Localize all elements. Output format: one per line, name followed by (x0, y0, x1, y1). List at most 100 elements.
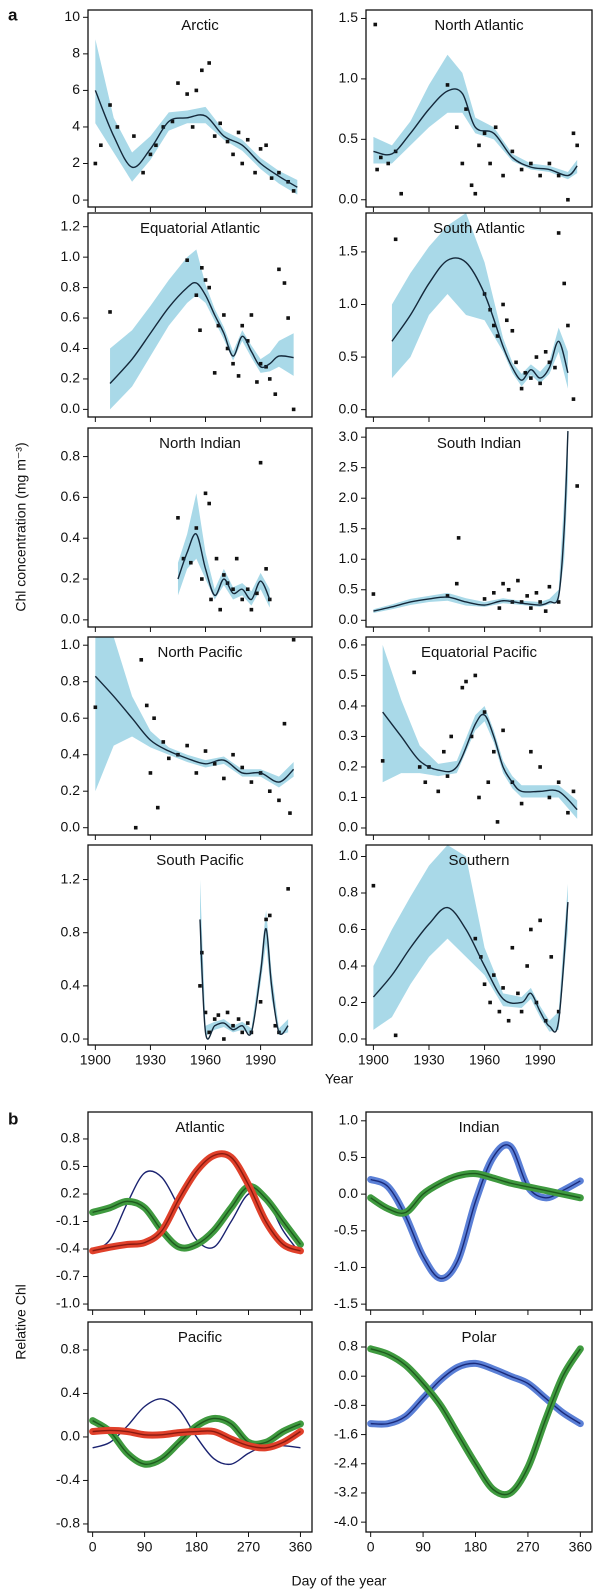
data-point (534, 355, 539, 359)
data-point (231, 587, 235, 592)
y-tick-label: 1.5 (339, 9, 359, 25)
curve (92, 1417, 301, 1466)
data-point (203, 278, 208, 282)
data-point (495, 820, 500, 824)
data-point (456, 536, 461, 540)
y-tick-label: 0.6 (339, 636, 359, 652)
data-point (534, 591, 539, 595)
data-point (99, 143, 103, 148)
plot-frame (365, 1321, 593, 1533)
curve (370, 1362, 581, 1425)
data-point (464, 679, 468, 684)
data-point (454, 125, 459, 130)
data-point (212, 1017, 217, 1021)
panel: 0.0 0.5 1.0 1.5 2.0 2.5 3.0 South Indian (339, 427, 593, 632)
data-point (506, 587, 511, 592)
x-tick-label: 1960 (469, 1052, 500, 1068)
data-point (203, 749, 208, 753)
data-point (176, 81, 180, 85)
data-point (575, 484, 579, 488)
y-tick-label: 0.6 (61, 488, 81, 504)
data-point (477, 795, 481, 800)
panel-title: Polar (461, 1329, 496, 1346)
data-point (510, 149, 515, 154)
data-point (519, 801, 524, 806)
data-point (556, 600, 561, 604)
data-point (277, 798, 281, 803)
data-point (282, 281, 287, 285)
data-point (519, 386, 524, 391)
confidence-band (391, 213, 568, 389)
data-point (115, 125, 120, 129)
data-point (454, 581, 459, 586)
data-point (222, 1037, 226, 1041)
data-point (144, 703, 149, 708)
data-point (538, 381, 542, 386)
data-point (231, 152, 235, 157)
plot-area (380, 644, 578, 824)
data-point (212, 134, 217, 138)
data-point (264, 567, 268, 571)
y-tick-label: 2.0 (339, 489, 359, 505)
data-point (529, 606, 533, 610)
data-point (386, 161, 391, 166)
data-point (222, 573, 226, 577)
data-point (547, 161, 552, 166)
curve (92, 1429, 301, 1449)
data-point (514, 360, 518, 365)
panel-title: North Atlantic (434, 17, 524, 34)
data-point (516, 991, 520, 996)
plot-frame (365, 844, 593, 1046)
data-point (200, 68, 204, 73)
data-point (393, 1033, 398, 1038)
x-tick-label: 0 (367, 1539, 375, 1555)
data-point (200, 577, 204, 581)
data-point (249, 780, 254, 784)
data-point (445, 774, 450, 778)
y-tick-label: 0.8 (339, 884, 359, 900)
confidence-band (110, 249, 294, 410)
y-tick-label: -1.0 (334, 1258, 358, 1274)
y-tick-label: 0.1 (339, 788, 359, 804)
data-point (538, 173, 542, 178)
data-point (148, 771, 153, 775)
y-tick-label: 0.8 (61, 923, 81, 939)
panel: 0.0 0.2 0.4 0.6 0.8 1.0 North Pacific (61, 636, 313, 840)
x-tick-label: 1930 (413, 1052, 444, 1068)
y-tick-label: 0.2 (61, 782, 81, 798)
data-point (258, 361, 263, 366)
x-tick-label: 90 (415, 1539, 431, 1555)
curve (370, 1348, 581, 1496)
plot-area (391, 213, 576, 401)
data-point (486, 780, 491, 785)
y-tick-label: 1.2 (61, 870, 81, 886)
x-axis-label: Day of the year (292, 1573, 387, 1589)
data-point (442, 749, 446, 754)
x-tick-label: 180 (464, 1539, 488, 1555)
data-point (523, 371, 528, 375)
data-point (288, 811, 292, 815)
data-point (108, 103, 112, 107)
data-point (236, 1017, 241, 1021)
data-point (245, 587, 250, 592)
y-tick-label: 0 (72, 191, 80, 207)
data-point (482, 131, 487, 136)
y-tick-label: -0.4 (56, 1240, 80, 1256)
data-point (245, 339, 250, 343)
data-point (155, 805, 160, 810)
data-point (152, 716, 156, 721)
x-tick-label: 90 (137, 1539, 153, 1555)
data-point (207, 61, 211, 65)
panel-title: North Indian (159, 435, 241, 452)
data-point (93, 705, 98, 710)
y-tick-label: 8 (72, 45, 80, 61)
y-tick-label: 0.6 (339, 920, 359, 936)
plot-area (93, 637, 296, 830)
data-point (575, 143, 579, 148)
data-point (198, 328, 202, 333)
panel: 0.0 0.1 0.2 0.3 0.4 0.5 0.6 Equatorial Pacific (339, 636, 593, 840)
y-tick-label: 0.5 (339, 130, 359, 146)
y-tick-label: 0.4 (61, 745, 81, 761)
plot-frame (87, 1321, 313, 1533)
data-point (543, 350, 548, 354)
